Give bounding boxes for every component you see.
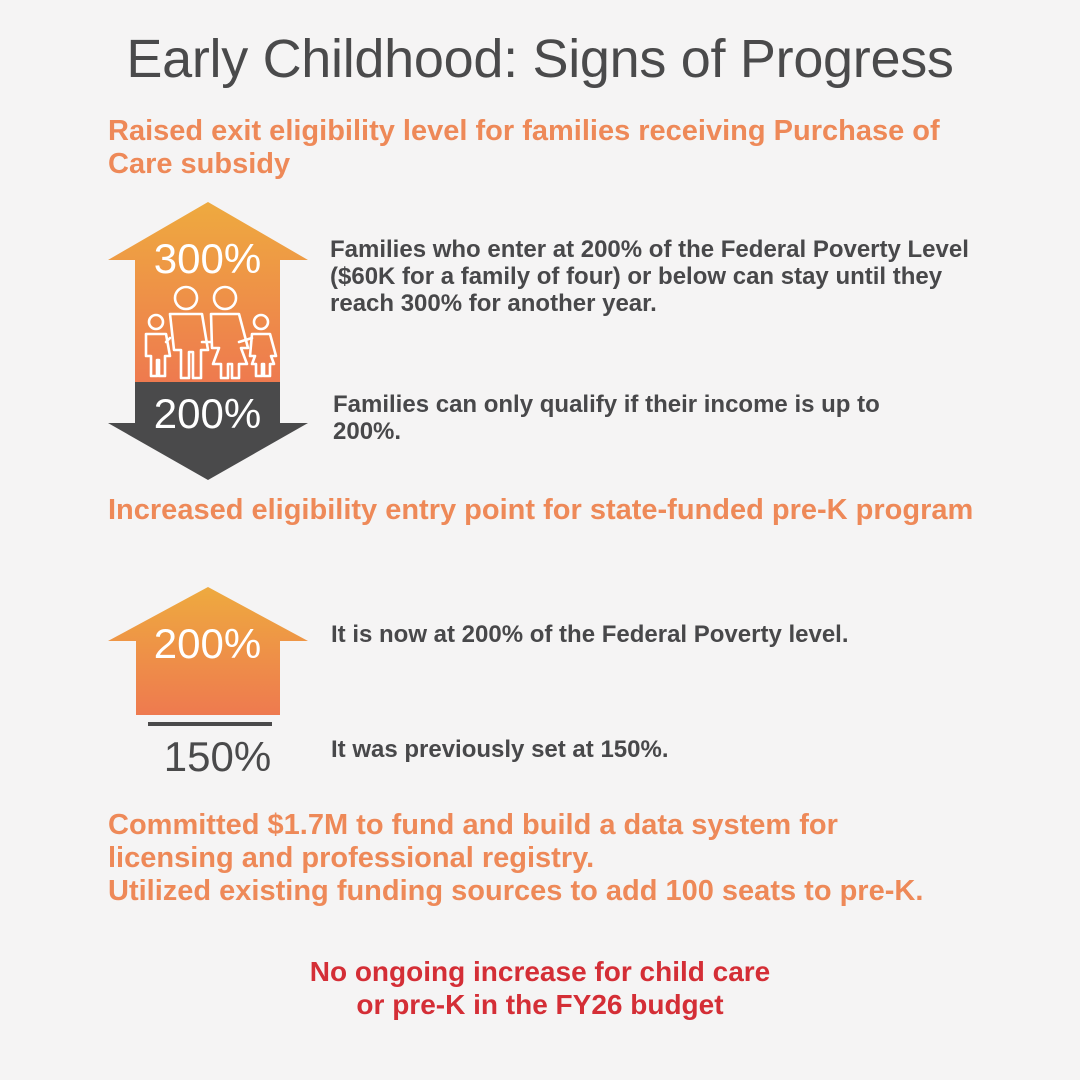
up-arrow-value: 300% (153, 235, 262, 282)
prek-eligibility-graphic (108, 587, 308, 726)
down-arrow-dark (108, 382, 308, 480)
budget-note-line-2: or pre-K in the FY26 budget (356, 989, 724, 1020)
up-arrow-description: Families who enter at 200% of the Federa… (330, 236, 969, 317)
previous-value: 150% (163, 733, 272, 780)
eligibility-arrows-graphic (108, 202, 308, 480)
budget-note-line-1: No ongoing increase for child care (309, 956, 771, 987)
section2-heading: Increased eligibility entry point for st… (108, 494, 974, 526)
previous-level-description: It was previously set at 150%. (331, 736, 669, 763)
up-arrow-value: 200% (153, 620, 262, 667)
page-title: Early Childhood: Signs of Progress (126, 29, 954, 89)
funding-line-2: licensing and professional registry. (108, 842, 595, 874)
current-level-description: It is now at 200% of the Federal Poverty… (331, 621, 849, 648)
up-arrow-orange (108, 587, 308, 715)
section1-heading: Raised exit eligibility level for famili… (108, 115, 940, 180)
funding-line-3: Utilized existing funding sources to add… (108, 875, 924, 907)
down-arrow-value: 200% (153, 390, 262, 437)
up-arrow-orange (108, 202, 308, 382)
down-arrow-description: Families can only qualify if their incom… (333, 391, 880, 445)
family-icon (144, 285, 278, 380)
baseline-bar (148, 722, 272, 726)
funding-line-1: Committed $1.7M to fund and build a data… (108, 809, 838, 841)
